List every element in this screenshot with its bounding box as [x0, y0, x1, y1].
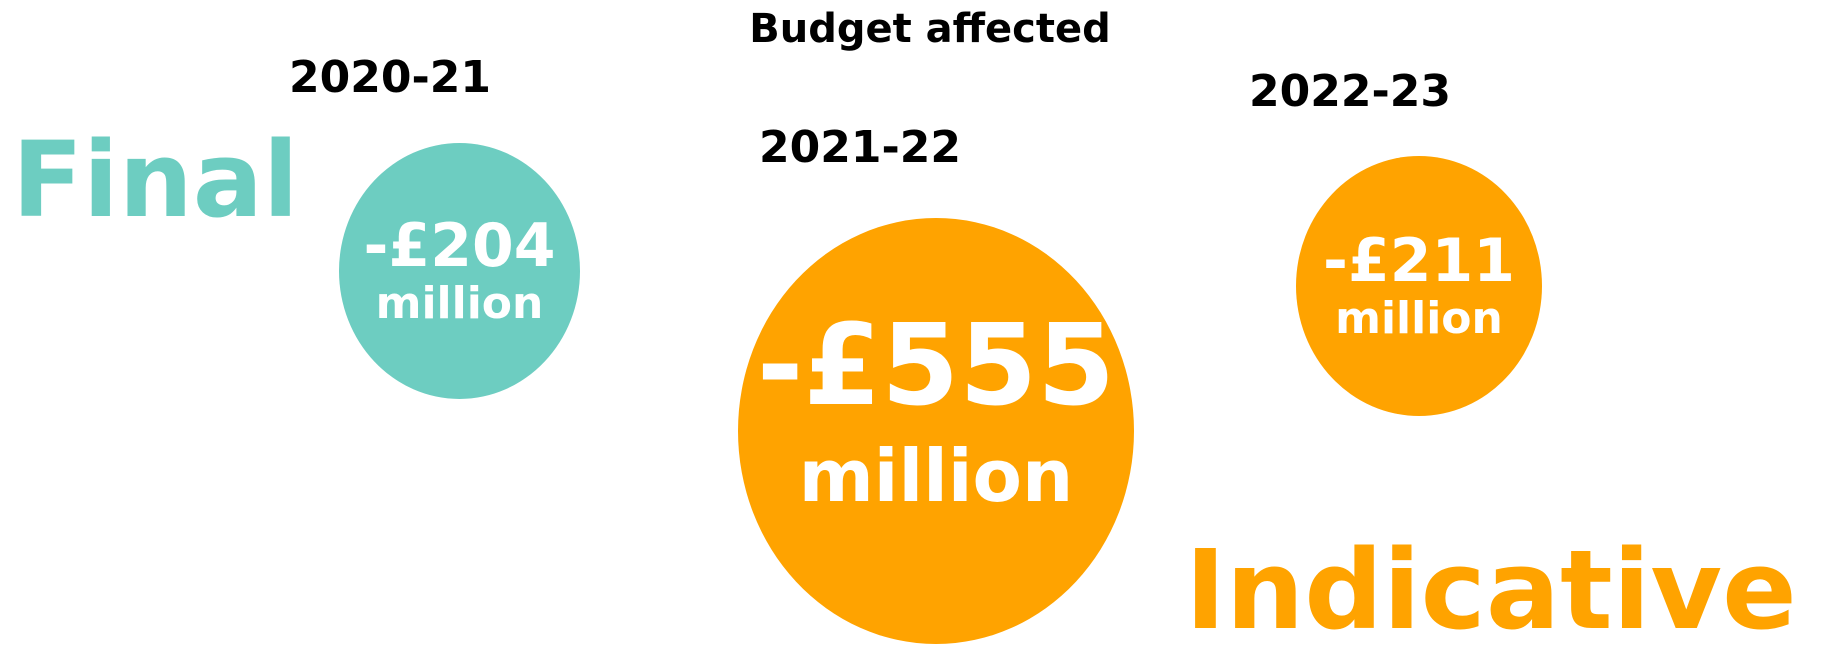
bubble-unit: million [1335, 293, 1503, 344]
final-label: Final [12, 119, 299, 241]
bubble-2022-23: -£211 million [1296, 156, 1542, 416]
bubble-2020-21: -£204 million [339, 143, 580, 399]
page-title: Budget affected [749, 6, 1111, 52]
bubble-unit: million [375, 278, 544, 329]
bubble-amount: -£204 [363, 211, 556, 281]
bubble-amount: -£555 [756, 301, 1116, 431]
bubble-unit: million [798, 434, 1074, 518]
bubble-amount: -£211 [1323, 226, 1515, 296]
year-label-2022-23: 2022-23 [1249, 66, 1451, 117]
indicative-label: Indicative [1185, 526, 1797, 654]
bubble-2021-22: -£555 million [738, 218, 1134, 644]
year-label-2021-22: 2021-22 [759, 122, 961, 173]
year-label-2020-21: 2020-21 [289, 52, 491, 103]
